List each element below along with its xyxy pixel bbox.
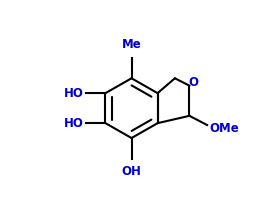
Text: OH: OH	[122, 165, 141, 178]
Text: Me: Me	[122, 38, 141, 52]
Text: HO: HO	[64, 87, 84, 100]
Text: OMe: OMe	[209, 122, 239, 135]
Text: HO: HO	[64, 117, 84, 130]
Text: O: O	[188, 76, 198, 89]
